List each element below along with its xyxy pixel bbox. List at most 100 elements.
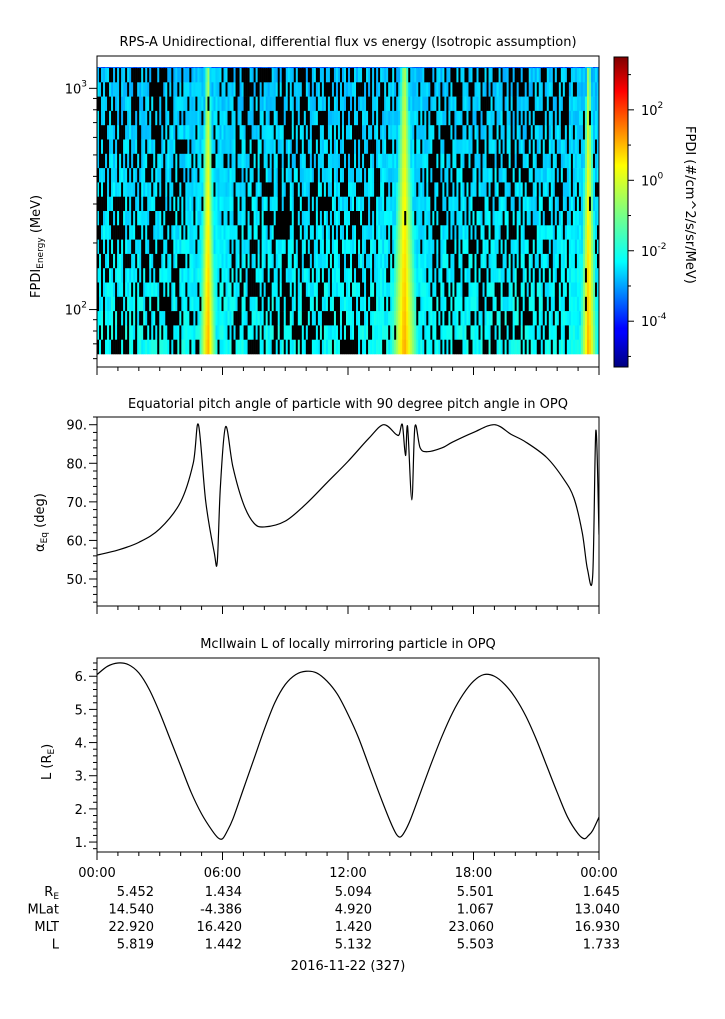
spectrogram-cell xyxy=(125,325,128,340)
spectrogram-cell xyxy=(440,96,443,112)
spectrogram-cell xyxy=(341,125,345,140)
spectrogram-cell xyxy=(213,139,216,155)
spectrogram-cell xyxy=(177,153,180,169)
spectrogram-cell xyxy=(321,211,325,226)
spectrogram-cell xyxy=(478,153,481,169)
spectrogram-cell xyxy=(317,82,321,97)
spectrogram-cell xyxy=(153,282,156,298)
spectrogram-cell xyxy=(538,253,542,269)
spectrogram-cell xyxy=(205,211,208,226)
spectrogram-cell xyxy=(339,182,343,197)
spectrogram-cell xyxy=(358,139,361,155)
spectrogram-cell xyxy=(97,196,100,212)
spectrogram-cell xyxy=(277,268,281,283)
spectrogram-cell xyxy=(522,211,526,226)
spectrogram-cell xyxy=(269,296,272,312)
spectrogram-cell xyxy=(514,82,517,97)
spectrogram-cell xyxy=(295,211,299,226)
spectrogram-cell xyxy=(506,282,509,298)
spectrogram-cell xyxy=(145,311,148,326)
spectrogram-cell xyxy=(492,282,495,298)
spectrogram-cell xyxy=(207,110,210,126)
spectrogram-cell xyxy=(434,225,437,240)
spectrogram-cell xyxy=(107,153,110,169)
spectrogram-cell xyxy=(173,153,176,169)
spectrogram-cell xyxy=(313,96,317,112)
spectrogram-cell xyxy=(490,96,493,112)
spectrogram-cell xyxy=(450,125,453,140)
spectrogram-cell xyxy=(528,211,532,226)
spectrogram-cell xyxy=(117,68,120,83)
spectrogram-cell xyxy=(394,68,397,83)
spectrogram-cell xyxy=(279,68,283,83)
spectrogram-cell xyxy=(255,153,258,169)
spectrogram-cell xyxy=(374,196,377,212)
spectrogram-cell xyxy=(193,153,196,169)
spectrogram-cell xyxy=(462,211,465,226)
spectrogram-cell xyxy=(408,325,411,340)
spectrogram-cell xyxy=(97,253,100,269)
spectrogram-cell xyxy=(229,339,232,355)
spectrogram-cell xyxy=(155,196,158,212)
spectrogram-cell xyxy=(97,153,100,169)
spectrogram-cell xyxy=(189,125,192,140)
spectrogram-cell xyxy=(550,139,554,155)
spectrogram-cell xyxy=(257,311,260,326)
spectrogram-cell xyxy=(211,96,214,112)
spectrogram-cell xyxy=(436,125,439,140)
spectrogram-cell xyxy=(516,139,519,155)
spectrogram-cell xyxy=(492,182,495,197)
spectrogram-cell xyxy=(370,239,373,255)
spectrogram-cell xyxy=(269,96,272,112)
spectrogram-cell xyxy=(420,339,423,355)
spectrogram-cell xyxy=(135,239,138,255)
spectrogram-cell xyxy=(313,325,317,340)
spectrogram-cell xyxy=(309,196,313,212)
spectrogram-cell xyxy=(524,139,528,155)
spectrogram-cell xyxy=(209,182,212,197)
spectrogram-cell xyxy=(259,225,262,240)
spectrogram-cell xyxy=(470,96,473,112)
spectrogram-cell xyxy=(530,182,534,197)
spectrogram-cell xyxy=(482,296,485,312)
spectrogram-cell xyxy=(544,268,548,283)
spectrogram-cell xyxy=(546,96,550,112)
spectrogram-cell xyxy=(333,325,337,340)
spectrogram-cell xyxy=(123,68,126,83)
spectrogram-cell xyxy=(297,168,301,183)
spectrogram-cell xyxy=(195,268,198,283)
spectrogram-cell xyxy=(249,153,252,169)
spectrogram-cell xyxy=(243,268,246,283)
spectrogram-cell xyxy=(556,225,560,240)
spectrogram-cell xyxy=(568,96,572,112)
spectrogram-cell xyxy=(430,125,433,140)
spectrogram-cell xyxy=(239,311,242,326)
spectrogram-cell xyxy=(550,211,554,226)
spectrogram-cell xyxy=(408,225,411,240)
spectrogram-cell xyxy=(480,182,483,197)
spectrogram-cell xyxy=(137,282,140,298)
spectrogram-cell xyxy=(275,268,279,283)
spectrogram-cell xyxy=(402,282,405,298)
spectrogram-cell xyxy=(540,153,544,169)
spectrogram-cell xyxy=(402,239,405,255)
spectrogram-cell xyxy=(434,339,437,355)
spectrogram-cell xyxy=(163,225,166,240)
spectrogram-cell xyxy=(303,268,307,283)
spectrogram-cell xyxy=(556,168,560,183)
spectrogram-cell xyxy=(131,96,134,112)
spectrogram-cell xyxy=(313,182,317,197)
spectrogram-cell xyxy=(189,282,192,298)
spectrogram-cell xyxy=(518,182,521,197)
spectrogram-cell xyxy=(309,125,313,140)
spectrogram-cell xyxy=(440,282,443,298)
spectrogram-cell xyxy=(458,239,461,255)
spectrogram-cell xyxy=(313,196,317,212)
spectrogram-cell xyxy=(215,110,218,126)
spectrogram-cell xyxy=(175,339,178,355)
spectrogram-cell xyxy=(195,296,198,312)
spectrogram-cell xyxy=(253,253,256,269)
spectrogram-cell xyxy=(247,82,250,97)
spectrogram-cell xyxy=(352,139,355,155)
spectrogram-cell xyxy=(269,339,272,355)
